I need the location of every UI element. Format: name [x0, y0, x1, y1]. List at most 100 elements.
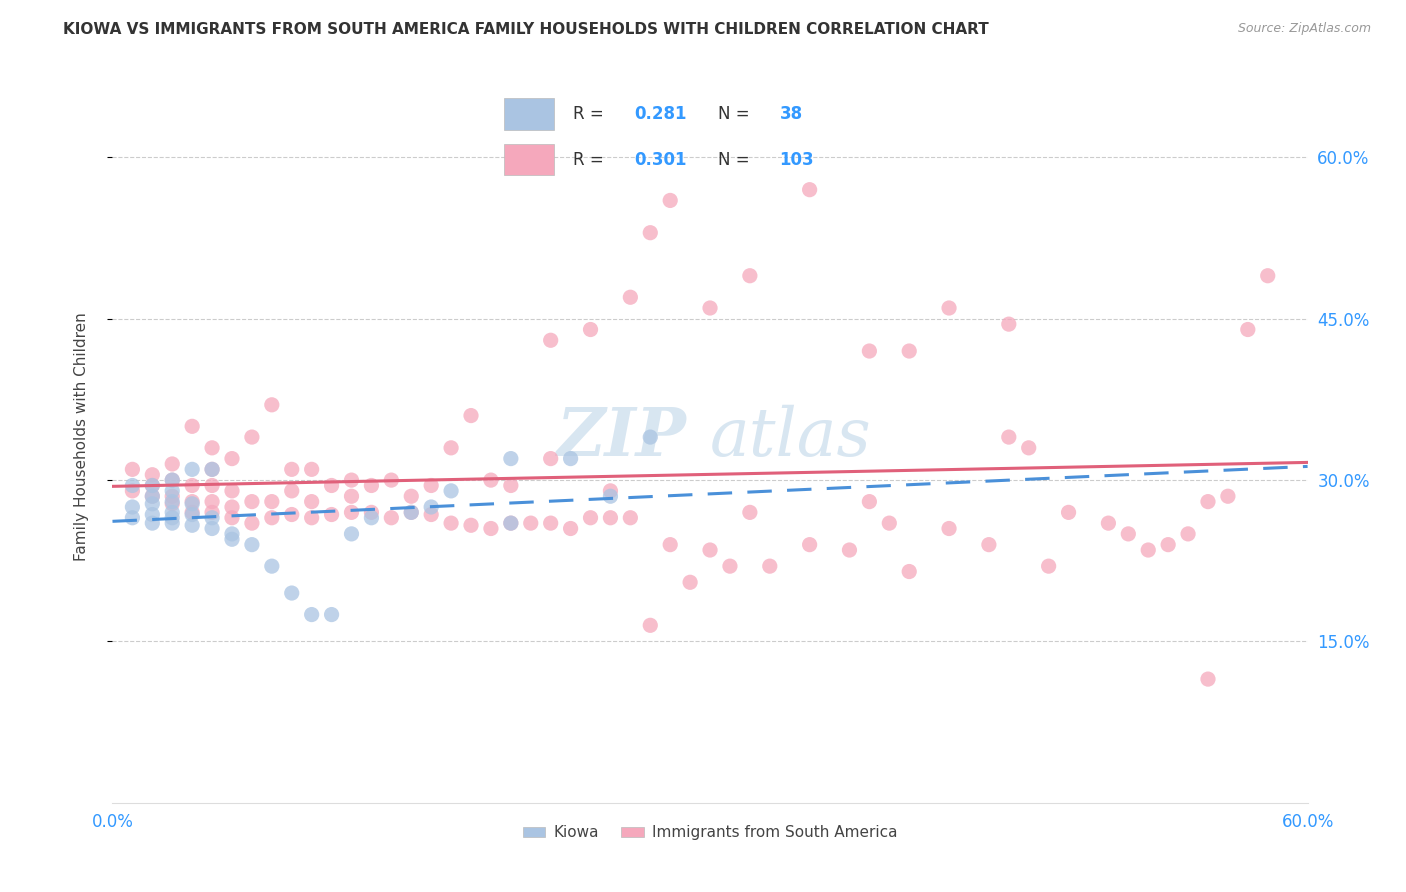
Point: [540, 333, 562, 347]
Point: [1097, 516, 1119, 530]
Point: [718, 559, 741, 574]
Point: [479, 473, 502, 487]
Point: [699, 301, 721, 315]
Point: [162, 483, 183, 498]
Point: [201, 510, 224, 524]
Point: [401, 505, 423, 519]
Point: [162, 505, 183, 519]
Point: [659, 538, 682, 552]
Point: [499, 516, 522, 530]
Point: [141, 467, 163, 482]
Point: [201, 462, 224, 476]
Y-axis label: Family Households with Children: Family Households with Children: [75, 313, 89, 561]
Point: [221, 527, 243, 541]
Point: [321, 478, 343, 492]
Point: [360, 505, 382, 519]
Point: [221, 500, 243, 514]
Point: [181, 419, 204, 434]
Point: [181, 518, 204, 533]
Point: [1237, 322, 1260, 336]
Point: [619, 510, 641, 524]
Point: [240, 494, 263, 508]
Point: [640, 618, 662, 632]
Point: [380, 510, 402, 524]
Point: [1038, 559, 1060, 574]
Point: [560, 451, 582, 466]
Point: [579, 322, 602, 336]
Point: [240, 538, 263, 552]
Point: [141, 516, 163, 530]
Point: [420, 500, 443, 514]
Point: [221, 483, 243, 498]
Point: [221, 510, 243, 524]
Point: [340, 489, 363, 503]
Point: [440, 516, 463, 530]
Point: [260, 559, 283, 574]
Point: [619, 290, 641, 304]
Point: [540, 516, 562, 530]
Point: [121, 478, 143, 492]
Point: [360, 478, 382, 492]
Point: [440, 441, 463, 455]
Point: [401, 489, 423, 503]
Point: [162, 497, 183, 511]
Point: [858, 494, 880, 508]
Point: [340, 527, 363, 541]
Point: [281, 508, 304, 522]
Point: [499, 478, 522, 492]
Point: [321, 607, 343, 622]
Point: [599, 489, 621, 503]
Point: [1197, 672, 1219, 686]
Point: [162, 457, 183, 471]
Point: [162, 516, 183, 530]
Point: [838, 543, 860, 558]
Point: [1018, 441, 1040, 455]
Point: [420, 508, 443, 522]
Point: [520, 516, 543, 530]
Point: [141, 497, 163, 511]
Point: [599, 483, 621, 498]
Point: [799, 183, 821, 197]
Point: [201, 521, 224, 535]
Point: [281, 462, 304, 476]
Point: [420, 478, 443, 492]
Point: [998, 430, 1021, 444]
Point: [181, 497, 204, 511]
Point: [240, 430, 263, 444]
Point: [560, 521, 582, 535]
Point: [1197, 494, 1219, 508]
Point: [121, 483, 143, 498]
Point: [201, 441, 224, 455]
Point: [141, 508, 163, 522]
Point: [260, 494, 283, 508]
Point: [260, 510, 283, 524]
Point: [162, 473, 183, 487]
Point: [221, 451, 243, 466]
Point: [181, 478, 204, 492]
Point: [1118, 527, 1140, 541]
Point: [340, 473, 363, 487]
Point: [201, 494, 224, 508]
Point: [181, 505, 204, 519]
Point: [141, 489, 163, 503]
Text: atlas: atlas: [710, 404, 872, 470]
Point: [499, 451, 522, 466]
Point: [759, 559, 782, 574]
Point: [659, 194, 682, 208]
Point: [301, 607, 323, 622]
Point: [738, 505, 761, 519]
Point: [162, 510, 183, 524]
Point: [460, 409, 482, 423]
Point: [181, 494, 204, 508]
Point: [162, 473, 183, 487]
Point: [201, 462, 224, 476]
Text: KIOWA VS IMMIGRANTS FROM SOUTH AMERICA FAMILY HOUSEHOLDS WITH CHILDREN CORRELATI: KIOWA VS IMMIGRANTS FROM SOUTH AMERICA F…: [63, 22, 988, 37]
Point: [858, 344, 880, 359]
Point: [898, 565, 921, 579]
Point: [360, 510, 382, 524]
Point: [260, 398, 283, 412]
Point: [898, 344, 921, 359]
Point: [1216, 489, 1239, 503]
Point: [401, 505, 423, 519]
Legend: Kiowa, Immigrants from South America: Kiowa, Immigrants from South America: [516, 819, 904, 847]
